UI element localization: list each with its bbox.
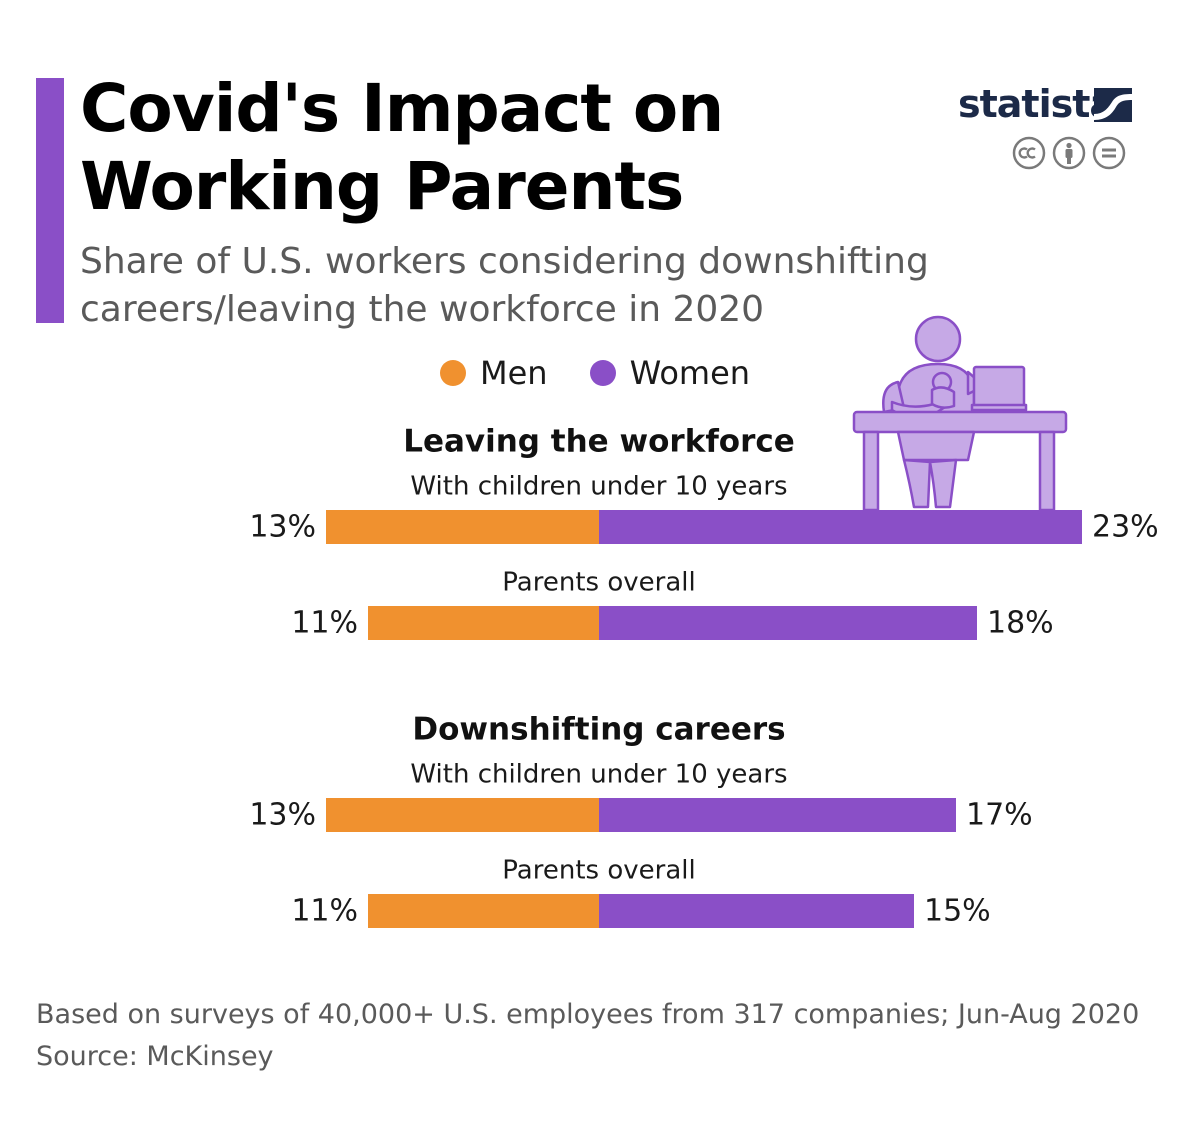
statista-logo[interactable]: statista [958, 82, 1138, 172]
bar-men [326, 510, 599, 544]
footnote: Based on surveys of 40,000+ U.S. employe… [36, 994, 1139, 1078]
footnote-source: Source: McKinsey [36, 1041, 274, 1072]
creative-commons-icon [1012, 136, 1046, 170]
data-label-men: 11% [291, 894, 358, 929]
row-label: Parents overall [502, 568, 695, 598]
legend-label-men: Men [480, 354, 548, 392]
bar-women [599, 606, 977, 640]
data-label-men: 13% [249, 798, 316, 833]
bar-women [599, 894, 914, 928]
title-accent-bar [36, 78, 64, 323]
row-label: With children under 10 years [410, 472, 787, 502]
attribution-icon [1052, 136, 1086, 170]
no-derivatives-icon [1092, 136, 1126, 170]
license-icons [1012, 136, 1126, 170]
row-label: Parents overall [502, 856, 695, 886]
data-label-women: 17% [966, 798, 1033, 833]
data-label-women: 23% [1092, 510, 1159, 545]
data-label-men: 11% [291, 606, 358, 641]
data-label-men: 13% [249, 510, 316, 545]
group-heading: Downshifting careers [412, 712, 785, 748]
legend-dot-women [589, 360, 616, 386]
data-label-women: 18% [987, 606, 1054, 641]
chart-legend: Men Women [440, 354, 792, 392]
parent-at-desk-illustration [852, 315, 1068, 512]
footnote-survey-note: Based on surveys of 40,000+ U.S. employe… [36, 999, 1140, 1030]
bar-women [599, 798, 956, 832]
title-line-1: Covid's Impact on [80, 70, 724, 147]
bar-men [326, 798, 599, 832]
subtitle: Share of U.S. workers considering downsh… [80, 238, 980, 334]
data-label-women: 15% [924, 894, 991, 929]
bar-women [599, 510, 1082, 544]
legend-label-women: Women [629, 354, 751, 392]
legend-item-women: Women [589, 354, 751, 392]
row-label: With children under 10 years [410, 760, 787, 790]
subtitle-line-2: careers/leaving the workforce in 2020 [80, 289, 765, 330]
bar-men [368, 606, 599, 640]
legend-item-men: Men [440, 354, 548, 392]
legend-dot-men [440, 360, 466, 386]
logo-wordmark: statista [958, 82, 1115, 126]
bar-men [368, 894, 599, 928]
subtitle-line-1: Share of U.S. workers considering downsh… [80, 241, 929, 282]
title-line-2: Working Parents [80, 148, 684, 225]
group-heading: Leaving the workforce [403, 424, 795, 460]
statista-mark-icon [1094, 88, 1132, 122]
page-title: Covid's Impact on Working Parents [80, 70, 724, 226]
